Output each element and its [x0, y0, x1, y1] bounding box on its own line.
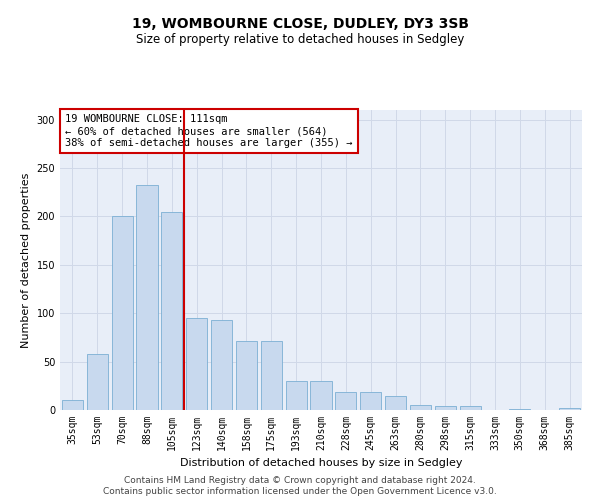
X-axis label: Distribution of detached houses by size in Sedgley: Distribution of detached houses by size … [180, 458, 462, 468]
Text: Contains public sector information licensed under the Open Government Licence v3: Contains public sector information licen… [103, 487, 497, 496]
Bar [211, 320, 232, 410]
Bar [509, 409, 530, 410]
Bar [559, 408, 580, 410]
Bar [236, 342, 257, 410]
Bar [410, 405, 431, 410]
Bar [87, 354, 108, 410]
Bar [460, 406, 481, 410]
Bar [360, 392, 381, 410]
Y-axis label: Number of detached properties: Number of detached properties [21, 172, 31, 348]
Bar [310, 381, 332, 410]
Bar [112, 216, 133, 410]
Bar [335, 392, 356, 410]
Text: Size of property relative to detached houses in Sedgley: Size of property relative to detached ho… [136, 32, 464, 46]
Text: Contains HM Land Registry data © Crown copyright and database right 2024.: Contains HM Land Registry data © Crown c… [124, 476, 476, 485]
Bar [136, 184, 158, 410]
Bar [62, 400, 83, 410]
Text: 19, WOMBOURNE CLOSE, DUDLEY, DY3 3SB: 19, WOMBOURNE CLOSE, DUDLEY, DY3 3SB [131, 18, 469, 32]
Bar [161, 212, 182, 410]
Bar [286, 381, 307, 410]
Bar [435, 406, 456, 410]
Text: 19 WOMBOURNE CLOSE: 111sqm
← 60% of detached houses are smaller (564)
38% of sem: 19 WOMBOURNE CLOSE: 111sqm ← 60% of deta… [65, 114, 353, 148]
Bar [186, 318, 207, 410]
Bar [385, 396, 406, 410]
Bar [261, 342, 282, 410]
